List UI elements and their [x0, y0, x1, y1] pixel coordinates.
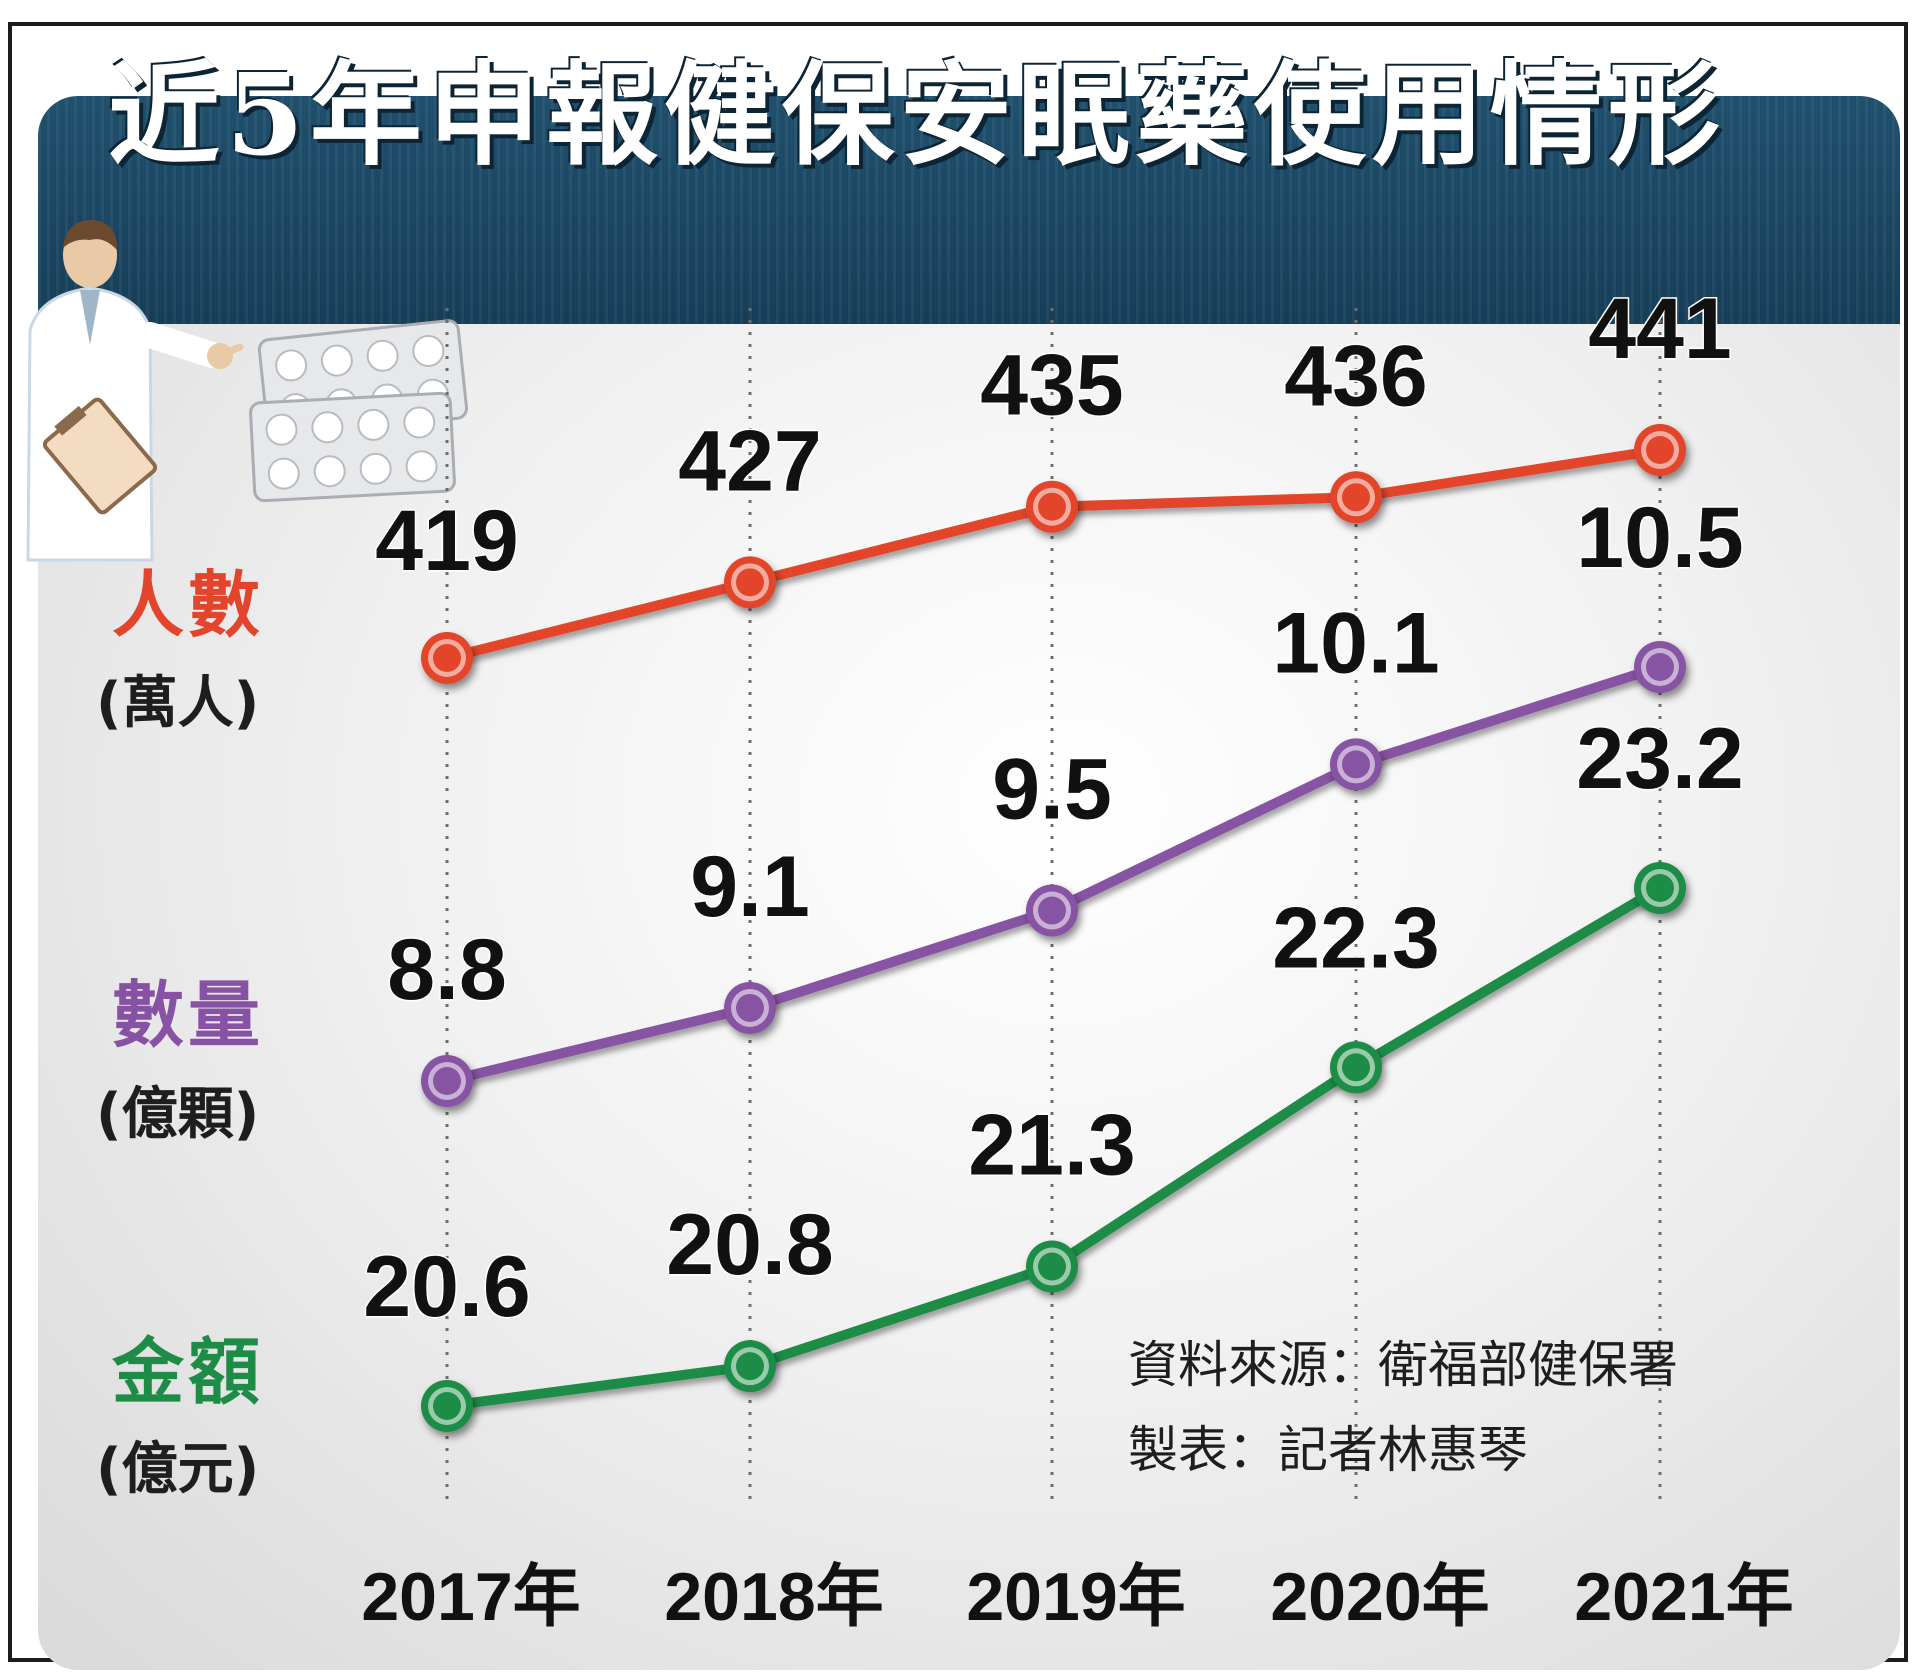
data-point	[1330, 738, 1382, 791]
clipboard-icon	[42, 397, 158, 515]
series-2: 20.6 20.8 21.3 22.3 23.2	[362, 710, 1745, 1432]
data-point-core	[1342, 483, 1370, 512]
data-point-core	[433, 1067, 461, 1095]
data-label: 10.5	[1576, 490, 1743, 586]
series-layer: 419 427 435 436 441 8.8 9.1 9.5 10.1 10.5 20.6 20.8…	[362, 280, 1745, 1432]
pill	[275, 349, 308, 382]
data-point	[1026, 1240, 1078, 1293]
data-point-core	[736, 568, 764, 597]
data-point	[421, 1055, 473, 1107]
pill	[357, 408, 390, 441]
data-point-core	[1038, 492, 1066, 521]
data-point	[1026, 480, 1078, 533]
source-note: 資料來源：衛福部健保署	[1128, 1336, 1678, 1394]
x-tick-label: 2019年	[966, 1559, 1185, 1635]
data-label: 436	[1284, 328, 1428, 424]
title-band-texture	[38, 96, 1900, 324]
pill	[405, 450, 438, 483]
data-label: 441	[1588, 281, 1732, 377]
data-point	[1026, 884, 1078, 937]
data-label: 10.1	[1272, 595, 1439, 691]
series-title-quantity: 數量	[112, 973, 265, 1057]
data-point	[421, 1380, 473, 1432]
pill-blister-icon	[249, 319, 469, 503]
data-label: 9.5	[992, 742, 1112, 838]
data-point-core	[1342, 1053, 1370, 1082]
data-point	[1634, 424, 1686, 476]
title-band	[38, 96, 1900, 324]
chart-title: 近5年申報健保安眠藥使用情形	[108, 50, 1726, 181]
data-point-core	[1342, 750, 1370, 779]
doctor-illustration	[26, 220, 244, 562]
x-axis: 2017年 2018年 2019年 2020年 2021年	[361, 1559, 1793, 1635]
series-title-people: 人數	[112, 563, 265, 647]
pill	[265, 413, 298, 446]
data-point	[1634, 862, 1686, 914]
data-label: 21.3	[968, 1098, 1135, 1194]
blister-pack	[249, 391, 456, 503]
data-label: 9.1	[690, 839, 810, 935]
data-label: 419	[375, 493, 519, 589]
x-tick-label: 2021年	[1574, 1559, 1793, 1635]
x-tick-label: 2017年	[361, 1559, 580, 1635]
pill	[412, 334, 445, 367]
pill	[311, 411, 344, 444]
pill	[313, 455, 346, 488]
data-point-core	[1646, 436, 1674, 464]
series-title-amount: 金額	[112, 1330, 265, 1414]
pill	[403, 406, 436, 439]
data-point-core	[1646, 653, 1674, 681]
data-point	[421, 632, 473, 684]
data-point-core	[1646, 874, 1674, 902]
credit-note: 製表：記者林惠琴	[1128, 1421, 1528, 1479]
data-label: 427	[678, 413, 822, 509]
series-unit-amount: (億元)	[96, 1437, 260, 1502]
data-label: 22.3	[1272, 890, 1439, 986]
series-0: 419 427 435 436 441	[374, 280, 1733, 684]
pill	[267, 457, 300, 490]
data-point	[1634, 641, 1686, 693]
data-label: 20.8	[666, 1197, 833, 1293]
pill	[320, 344, 353, 377]
x-tick-label: 2020年	[1270, 1559, 1489, 1635]
data-point-core	[1038, 896, 1066, 925]
data-point	[1330, 1041, 1382, 1094]
data-point-core	[433, 644, 461, 672]
series-unit-quantity: (億顆)	[96, 1082, 260, 1147]
data-label: 20.6	[363, 1239, 530, 1335]
data-point-core	[1038, 1252, 1066, 1281]
data-point	[724, 556, 776, 609]
data-point-core	[736, 993, 764, 1022]
data-point	[1330, 471, 1382, 524]
series-unit-people: (萬人)	[96, 671, 260, 736]
data-label: 23.2	[1576, 711, 1743, 807]
series-1: 8.8 9.1 9.5 10.1 10.5	[386, 489, 1745, 1107]
x-tick-label: 2018年	[664, 1559, 883, 1635]
pill	[359, 452, 392, 485]
data-point-core	[736, 1352, 764, 1381]
data-label: 435	[980, 338, 1124, 434]
pill	[366, 339, 399, 372]
data-point-core	[433, 1392, 461, 1420]
data-label: 8.8	[387, 922, 507, 1018]
data-point	[724, 1340, 776, 1393]
data-point	[724, 981, 776, 1034]
